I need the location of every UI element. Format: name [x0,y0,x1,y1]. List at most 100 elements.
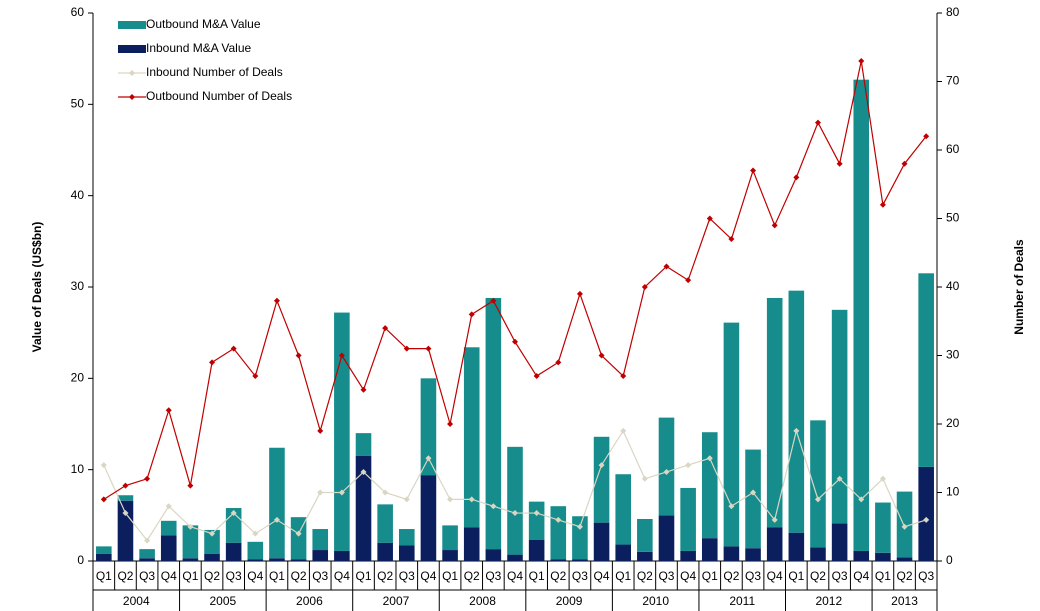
x-tick-label: Q1 [702,569,718,583]
bar [766,527,783,561]
line-marker [187,523,194,530]
line-marker [750,489,757,496]
bar [550,559,567,561]
bar [637,551,653,561]
y-tick-label: 30 [71,279,85,293]
y2-tick-label: 50 [946,211,960,225]
x-group-label: 2009 [556,594,583,608]
x-tick-label: Q2 [897,569,913,583]
bar [810,547,826,561]
line-marker [295,352,302,359]
line-marker [576,290,583,297]
y2-tick-label: 40 [946,279,960,293]
bar [139,558,155,561]
bar [247,541,264,560]
line-marker [663,263,670,270]
line-marker [641,284,648,290]
line-marker [814,119,821,126]
bar [377,542,393,561]
line-marker [836,160,843,167]
bar [680,487,696,551]
line-marker [382,489,389,496]
bar [96,553,112,561]
bar [615,544,631,561]
bar [204,529,220,554]
bar [269,447,285,559]
x-tick-label: Q1 [529,569,545,583]
legend-label: Inbound Number of Deals [146,65,283,79]
bar [334,312,350,551]
bar [723,546,740,561]
line-marker [230,510,237,517]
x-group-label: 2008 [469,594,496,608]
legend-marker [129,94,135,100]
y-tick-label: 0 [77,553,84,567]
line-marker [793,427,800,434]
line-marker [858,496,865,503]
y2-tick-label: 30 [946,348,960,362]
x-tick-label: Q3 [832,569,848,583]
line-marker [230,345,237,352]
bar [637,518,653,552]
bar [875,502,891,553]
y-tick-label: 40 [71,188,85,202]
bar [918,273,934,467]
bar [269,558,285,561]
x-tick-label: Q2 [291,569,307,583]
bar [658,515,675,561]
line-marker [209,359,216,366]
x-tick-label: Q4 [680,569,696,583]
x-tick-label: Q1 [356,569,372,583]
legend-swatch [118,45,146,53]
line-marker [879,201,886,208]
bar [831,523,848,561]
x-tick-label: Q1 [96,569,112,583]
x-tick-label: Q3 [572,569,588,583]
x-tick-label: Q3 [312,569,328,583]
legend-label: Inbound M&A Value [146,41,252,55]
bar [182,525,199,559]
line-marker [512,338,518,345]
line-marker [165,503,172,510]
bar [399,545,415,561]
line-marker [728,236,735,243]
line-marker [771,222,778,229]
line-marker [901,160,908,167]
x-tick-label: Q3 [745,569,761,583]
line-marker [490,297,497,304]
line-marker [620,373,627,380]
bar [182,558,199,561]
x-tick-label: Q3 [485,569,501,583]
y2-tick-label: 70 [946,74,960,88]
x-tick-label: Q4 [507,569,523,583]
y2-axis-title: Number of Deals [1012,239,1026,335]
bar [701,432,718,539]
x-tick-label: Q3 [399,569,415,583]
line-marker [447,421,454,427]
line-marker [793,174,800,181]
line-marker [360,386,367,393]
line-marker [447,496,454,503]
line-marker [620,427,627,434]
x-tick-label: Q2 [377,569,393,583]
line-marker [144,537,151,544]
bar [312,550,329,561]
line-marker [187,482,194,489]
line-marker [533,510,540,517]
bar [334,550,350,561]
bar [788,290,805,533]
line-marker [879,475,886,482]
line-marker [317,489,324,496]
x-tick-label: Q1 [788,569,804,583]
x-group-label: 2012 [815,594,842,608]
line-marker [598,462,605,469]
line-marker [750,167,757,174]
line-marker [295,530,302,537]
bar [853,79,870,551]
x-tick-label: Q1 [269,569,285,583]
x-tick-label: Q2 [637,569,653,583]
bar [204,553,220,561]
x-tick-label: Q4 [594,569,610,583]
line-marker [252,373,259,380]
line-marker [273,516,280,523]
